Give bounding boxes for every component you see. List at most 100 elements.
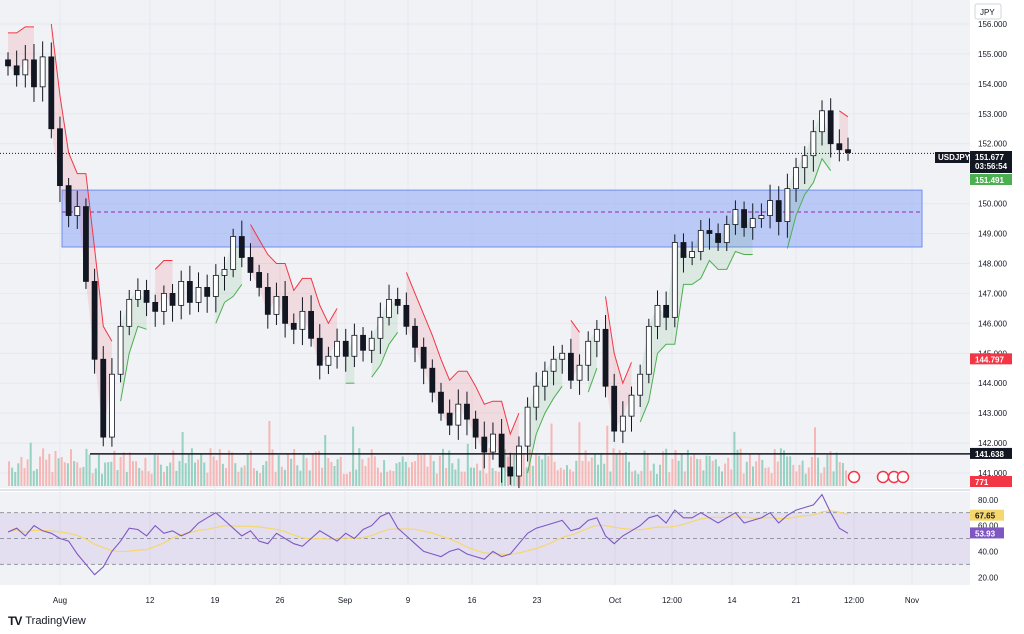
volume-bar xyxy=(302,454,305,486)
currency-box xyxy=(974,3,1002,20)
candle-body xyxy=(784,188,791,222)
volume-bar xyxy=(336,459,339,486)
trail-line-up xyxy=(786,157,832,249)
volume-bar xyxy=(29,442,32,486)
candle-body xyxy=(186,281,193,303)
volume-bar xyxy=(572,471,575,486)
volume-bar xyxy=(683,471,686,486)
volume-bar xyxy=(810,456,813,486)
volume-bar xyxy=(339,456,342,486)
price-chart[interactable]: JPY 156.000 155.000 154.000 153.000 152.000 15… xyxy=(0,0,1024,610)
volume-bar xyxy=(603,463,606,486)
time-tick-label: Nov xyxy=(905,596,919,605)
volume-bar xyxy=(144,457,147,486)
volume-bar xyxy=(724,463,727,486)
volume-bar xyxy=(690,456,692,486)
time-axis-background xyxy=(0,590,1024,610)
volume-bar xyxy=(705,455,708,486)
volume-bar xyxy=(655,473,658,486)
volume-bar xyxy=(256,470,258,486)
volume-bar xyxy=(277,455,280,486)
volume-bar xyxy=(39,456,41,486)
volume-bar xyxy=(671,458,674,486)
volume-bar xyxy=(11,467,14,486)
candle-body xyxy=(83,206,89,282)
volume-bar xyxy=(798,464,801,486)
candle-body xyxy=(611,385,618,432)
volume-bar xyxy=(466,443,469,486)
volume-bar xyxy=(63,462,66,486)
volume-bar xyxy=(730,469,733,486)
volume-bar xyxy=(621,453,624,486)
trail-fill-up xyxy=(640,209,753,423)
rsi-value-badge-bg xyxy=(970,527,1004,539)
volume-bar xyxy=(593,453,596,486)
volume-bar xyxy=(541,459,544,486)
price-tick-label: 146.000 xyxy=(978,319,1007,328)
volume-bar xyxy=(473,467,475,486)
volume-bar xyxy=(361,459,364,486)
volume-bar xyxy=(116,469,119,486)
volume-bar xyxy=(420,455,423,486)
candle-body xyxy=(680,242,687,258)
candle-body xyxy=(767,200,773,216)
volume-bar xyxy=(553,461,556,486)
volume-bar xyxy=(91,473,94,486)
volume-bar xyxy=(97,454,100,486)
volume-bar xyxy=(259,473,262,486)
volume-bar xyxy=(85,448,88,486)
candle-body xyxy=(195,287,202,303)
candle-body xyxy=(230,236,237,270)
economic-event-flag-icon xyxy=(847,470,861,484)
volume-bar xyxy=(57,458,60,486)
volume-bar xyxy=(367,457,370,486)
volume-bar xyxy=(432,461,435,486)
volume-bar xyxy=(407,467,410,486)
volume-bar xyxy=(314,451,317,486)
volume-bar xyxy=(820,473,823,486)
volume-bar xyxy=(488,448,491,486)
trail-line-up xyxy=(120,325,147,402)
time-tick-label: 26 xyxy=(276,596,285,605)
price-tick-label: 153.000 xyxy=(978,110,1007,119)
volume-bar xyxy=(76,462,79,486)
volume-bar xyxy=(104,462,107,486)
volume-bar xyxy=(442,448,444,486)
volume-bar xyxy=(125,471,128,486)
time-tick-label: 14 xyxy=(728,596,737,605)
candle-body xyxy=(394,298,401,306)
volume-badge-text: 771 xyxy=(975,478,989,487)
volume-bar xyxy=(231,452,234,486)
trail-line-up xyxy=(527,385,563,474)
volume-bar xyxy=(659,464,661,486)
support-level-badge-text: 141.638 xyxy=(975,450,1004,459)
volume-bar xyxy=(575,460,578,486)
candle-body xyxy=(368,337,375,351)
volume-bar xyxy=(411,462,413,486)
candle-body xyxy=(637,373,644,396)
volume-bar xyxy=(674,450,677,486)
volume-bar xyxy=(349,471,351,486)
volume-bar xyxy=(156,455,159,486)
volume-bar xyxy=(45,459,48,486)
volume-bar xyxy=(389,470,392,486)
volume-bar xyxy=(773,449,776,486)
volume-bar xyxy=(26,459,29,486)
volume-bar xyxy=(299,470,302,486)
volume-bar xyxy=(764,467,767,486)
volume-bar xyxy=(311,454,314,486)
volume-bar xyxy=(172,450,175,486)
volume-bar xyxy=(609,471,612,486)
candle-body xyxy=(585,340,592,366)
volume-bar xyxy=(677,460,680,486)
volume-bar xyxy=(662,451,665,486)
time-tick-label: 19 xyxy=(211,596,220,605)
time-tick-label: 12 xyxy=(146,596,155,605)
volume-bar xyxy=(550,423,553,486)
volume-bar xyxy=(17,463,20,486)
candle-body xyxy=(308,310,314,339)
volume-bar xyxy=(562,469,565,486)
volume-bar xyxy=(525,467,528,486)
volume-bar xyxy=(398,462,401,486)
price-tick-label: 144.000 xyxy=(978,379,1007,388)
